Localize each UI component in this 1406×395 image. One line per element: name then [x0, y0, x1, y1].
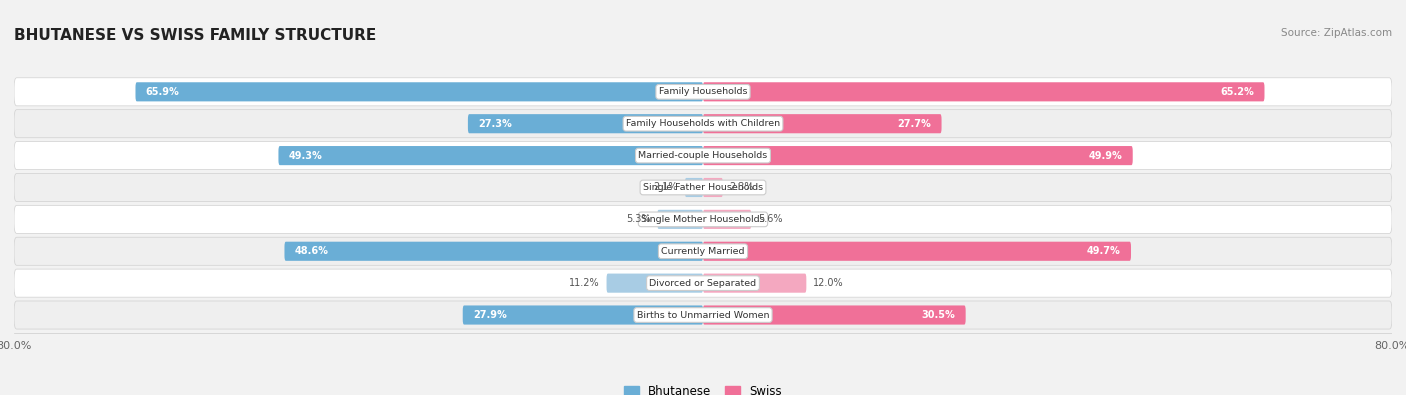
FancyBboxPatch shape	[685, 178, 703, 197]
Text: 27.3%: 27.3%	[478, 119, 512, 129]
FancyBboxPatch shape	[14, 110, 1392, 138]
FancyBboxPatch shape	[703, 82, 1264, 102]
FancyBboxPatch shape	[14, 78, 1392, 106]
FancyBboxPatch shape	[14, 237, 1392, 265]
Text: Currently Married: Currently Married	[661, 247, 745, 256]
Text: Source: ZipAtlas.com: Source: ZipAtlas.com	[1281, 28, 1392, 38]
FancyBboxPatch shape	[284, 242, 703, 261]
Text: 11.2%: 11.2%	[569, 278, 599, 288]
Legend: Bhutanese, Swiss: Bhutanese, Swiss	[619, 379, 787, 395]
Text: 30.5%: 30.5%	[921, 310, 955, 320]
FancyBboxPatch shape	[703, 114, 942, 133]
FancyBboxPatch shape	[463, 305, 703, 325]
FancyBboxPatch shape	[703, 274, 807, 293]
Text: 2.1%: 2.1%	[654, 182, 678, 192]
FancyBboxPatch shape	[135, 82, 703, 102]
FancyBboxPatch shape	[703, 242, 1130, 261]
Text: Single Mother Households: Single Mother Households	[641, 215, 765, 224]
Text: 27.7%: 27.7%	[897, 119, 931, 129]
Text: Single Father Households: Single Father Households	[643, 183, 763, 192]
Text: Births to Unmarried Women: Births to Unmarried Women	[637, 310, 769, 320]
Text: 27.9%: 27.9%	[472, 310, 506, 320]
Text: Married-couple Households: Married-couple Households	[638, 151, 768, 160]
Text: 49.3%: 49.3%	[288, 150, 322, 161]
FancyBboxPatch shape	[14, 141, 1392, 169]
FancyBboxPatch shape	[703, 305, 966, 325]
Text: 65.2%: 65.2%	[1220, 87, 1254, 97]
FancyBboxPatch shape	[703, 210, 751, 229]
Text: Divorced or Separated: Divorced or Separated	[650, 278, 756, 288]
FancyBboxPatch shape	[703, 146, 1133, 165]
FancyBboxPatch shape	[14, 269, 1392, 297]
Text: 2.3%: 2.3%	[730, 182, 754, 192]
FancyBboxPatch shape	[14, 205, 1392, 233]
Text: 48.6%: 48.6%	[295, 246, 329, 256]
Text: 12.0%: 12.0%	[813, 278, 844, 288]
Text: Family Households: Family Households	[659, 87, 747, 96]
Text: BHUTANESE VS SWISS FAMILY STRUCTURE: BHUTANESE VS SWISS FAMILY STRUCTURE	[14, 28, 377, 43]
FancyBboxPatch shape	[14, 173, 1392, 201]
FancyBboxPatch shape	[658, 210, 703, 229]
FancyBboxPatch shape	[278, 146, 703, 165]
Text: 5.3%: 5.3%	[626, 214, 651, 224]
FancyBboxPatch shape	[606, 274, 703, 293]
Text: 49.9%: 49.9%	[1088, 150, 1122, 161]
Text: 49.7%: 49.7%	[1087, 246, 1121, 256]
Text: 5.6%: 5.6%	[758, 214, 783, 224]
FancyBboxPatch shape	[468, 114, 703, 133]
FancyBboxPatch shape	[14, 301, 1392, 329]
FancyBboxPatch shape	[703, 178, 723, 197]
Text: 65.9%: 65.9%	[146, 87, 180, 97]
Text: Family Households with Children: Family Households with Children	[626, 119, 780, 128]
